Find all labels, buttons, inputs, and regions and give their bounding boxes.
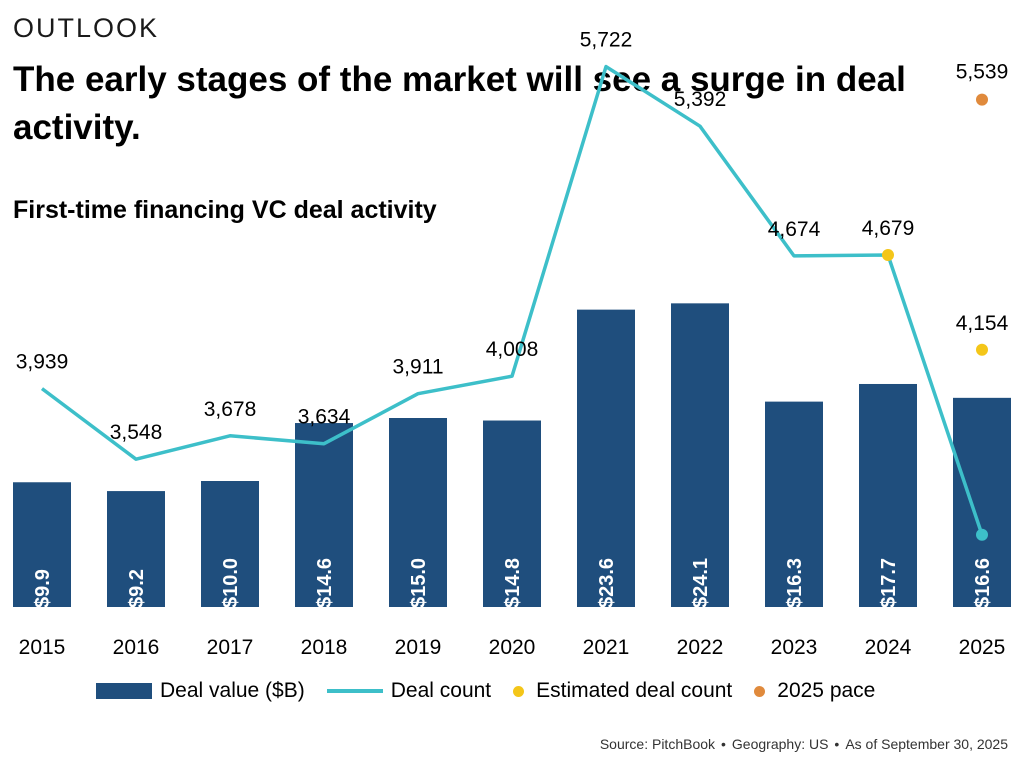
deal-count-label: 3,678 bbox=[204, 398, 257, 421]
line-layer bbox=[40, 64, 984, 536]
deal-count-label: 3,939 bbox=[16, 351, 69, 374]
source-part: As of September 30, 2025 bbox=[845, 736, 1008, 752]
bar-2020 bbox=[483, 420, 541, 607]
x-tick-label: 2017 bbox=[207, 636, 254, 659]
deal-count-label: 5,392 bbox=[674, 88, 727, 111]
x-tick-label: 2023 bbox=[771, 636, 818, 659]
legend-label-pace: 2025 pace bbox=[777, 679, 876, 702]
bar-value-label: $23.6 bbox=[596, 558, 618, 608]
bars-layer bbox=[13, 303, 1011, 607]
points-layer bbox=[882, 93, 988, 541]
x-tick-label: 2016 bbox=[113, 636, 160, 659]
deal-count-line bbox=[40, 64, 984, 536]
bar-value-label: $16.3 bbox=[784, 558, 806, 608]
legend-swatch-line bbox=[326, 689, 383, 693]
x-tick-label: 2025 bbox=[959, 636, 1006, 659]
chart-title: First-time financing VC deal activity bbox=[13, 196, 437, 224]
bar-value-label: $9.9 bbox=[32, 569, 54, 608]
deal-count-label: 5,722 bbox=[580, 29, 633, 52]
eyebrow: OUTLOOK bbox=[13, 13, 160, 43]
pace-point-2025 bbox=[976, 93, 988, 106]
bar-value-label: $15.0 bbox=[408, 558, 430, 608]
deal-count-label: 4,008 bbox=[486, 338, 539, 361]
deal-count-label: 3,911 bbox=[393, 356, 444, 379]
bar-2015 bbox=[13, 482, 71, 607]
x-tick-label: 2021 bbox=[583, 636, 630, 659]
source-note: Source: PitchBook • Geography: US • As of Se… bbox=[600, 736, 1008, 752]
legend-label-deal-count: Deal count bbox=[390, 679, 492, 702]
deal-count-label: 4,679 bbox=[862, 217, 915, 240]
estimated-point-2024 bbox=[882, 248, 894, 261]
source-separator: • bbox=[834, 736, 840, 752]
legend-item-deal-count: Deal count bbox=[326, 679, 492, 703]
legend-item-pace: 2025 pace bbox=[754, 679, 875, 703]
bar-value-label: $9.2 bbox=[126, 569, 148, 608]
bar-value-label: $17.7 bbox=[878, 558, 900, 608]
deal-count-label: 4,674 bbox=[768, 218, 821, 241]
bar-2017 bbox=[201, 481, 259, 607]
estimated-label: 4,154 bbox=[956, 312, 1009, 335]
source-part: Geography: US bbox=[731, 736, 829, 752]
x-tick-label: 2022 bbox=[677, 636, 724, 659]
deal-count-2025-dot bbox=[976, 528, 988, 541]
x-tick-label: 2018 bbox=[301, 636, 348, 659]
source-part: Source: PitchBook bbox=[599, 736, 716, 752]
estimated-point-2025 bbox=[976, 343, 988, 356]
legend-label-deal-value: Deal value ($B) bbox=[160, 679, 305, 702]
legend-swatch-bar bbox=[96, 683, 152, 699]
source-separator: • bbox=[721, 736, 726, 752]
bar-2016 bbox=[107, 491, 165, 607]
bar-value-label: $24.1 bbox=[690, 558, 712, 608]
legend-item-estimated: Estimated deal count bbox=[513, 679, 732, 703]
legend-swatch-estimated-dot bbox=[513, 685, 525, 697]
bar-2019 bbox=[389, 418, 447, 607]
x-tick-label: 2019 bbox=[395, 636, 442, 659]
labels-layer: $9.9 2015 $9.2 2016 $10.0 2017 $14.6 2018 $15.0 2… bbox=[16, 29, 1009, 659]
legend-swatch-pace-dot bbox=[754, 685, 766, 697]
x-tick-label: 2015 bbox=[19, 636, 66, 659]
bar-2025 bbox=[953, 397, 1011, 607]
legend: Deal value ($B) Deal count Estimated dea… bbox=[96, 679, 897, 703]
bar-2022 bbox=[671, 303, 729, 607]
legend-item-deal-value: Deal value ($B) bbox=[96, 679, 305, 703]
x-tick-label: 2024 bbox=[865, 636, 912, 659]
bar-value-label: $14.6 bbox=[314, 558, 336, 608]
bar-2024 bbox=[859, 383, 917, 607]
deal-count-label: 3,548 bbox=[110, 421, 163, 444]
legend-label-estimated: Estimated deal count bbox=[536, 679, 733, 702]
headline: The early stages of the market will see … bbox=[13, 60, 906, 147]
pace-label: 5,539 bbox=[956, 61, 1009, 84]
bar-value-label: $10.0 bbox=[220, 558, 242, 608]
bar-2021 bbox=[577, 309, 635, 607]
deal-count-label: 3,634 bbox=[298, 406, 351, 429]
x-tick-label: 2020 bbox=[489, 636, 536, 659]
bar-value-label: $16.6 bbox=[972, 558, 994, 608]
bar-2023 bbox=[765, 401, 823, 607]
bar-2018 bbox=[295, 423, 353, 607]
bar-value-label: $14.8 bbox=[502, 558, 524, 608]
